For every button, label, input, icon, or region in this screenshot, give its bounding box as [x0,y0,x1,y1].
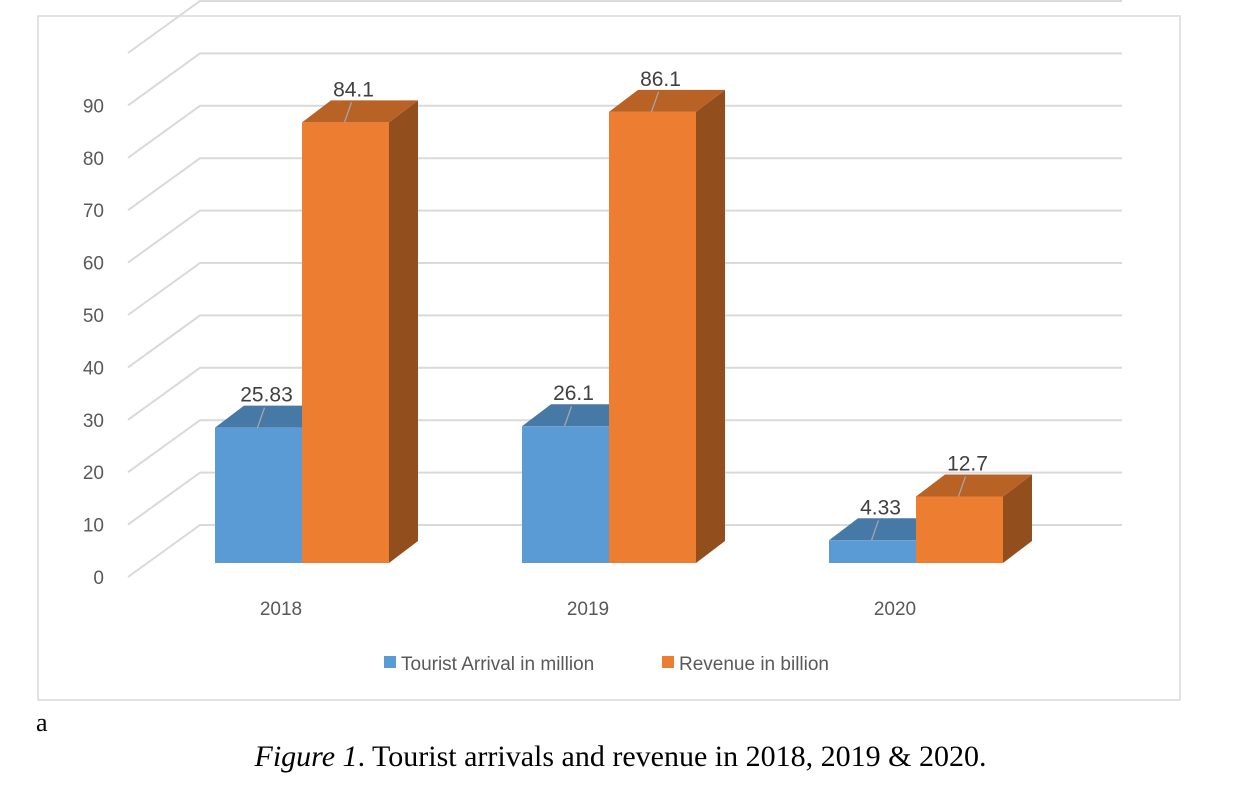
y-tick-label: 40 [83,358,104,379]
bar-front [609,111,696,563]
bar-side [389,100,418,563]
gridline [127,366,1122,421]
data-label: 86.1 [640,68,681,91]
footnote: a [36,708,48,737]
chart: 0 10 20 30 40 50 60 70 80 90 25.83 84.1 26.1 86.1 4.3… [37,0,1181,701]
bars: 25.83 84.1 26.1 86.1 4.33 12.7 [215,68,1032,563]
y-tick-label: 80 [83,149,104,170]
data-label: 26.1 [553,382,594,405]
data-label-leader [650,91,660,113]
bar [916,474,1032,563]
data-label-leader [343,102,353,123]
y-axis-ticks: 0 10 20 30 40 50 60 70 80 90 [83,96,104,589]
gridline [127,419,1122,474]
y-tick-label: 70 [83,201,104,222]
y-tick-label: 30 [83,411,104,432]
y-tick-label: 10 [83,516,104,537]
y-tick-label: 20 [83,463,104,484]
caption-text: . Tourist arrivals and revenue in 2018, … [357,740,987,773]
gridline [127,157,1122,212]
legend-label: Revenue in billion [679,654,829,675]
bar-top [916,474,1032,497]
bar-side [696,89,725,563]
bar [609,89,725,563]
data-label-leader [957,476,967,497]
gridlines [127,0,1122,578]
data-label-leader [870,520,880,541]
y-tick-label: 90 [83,96,104,117]
data-label: 4.33 [860,496,901,519]
legend-label: Tourist Arrival in million [401,654,594,675]
x-axis-ticks: 2018 2019 2020 [260,599,916,620]
gridline [127,0,1122,54]
figure-caption: Figure 1. Tourist arrivals and revenue i… [0,740,1241,774]
x-tick-label: 2019 [567,599,609,620]
bar-front [829,540,916,563]
bar-top [609,89,725,112]
gridline [127,314,1122,369]
gridline [127,209,1122,264]
x-tick-label: 2018 [260,599,302,620]
legend: Tourist Arrival in million Revenue in bil… [384,654,829,675]
bar-front [302,122,389,563]
legend-swatch [662,656,674,668]
gridline [127,104,1122,159]
bar-front [215,427,302,563]
data-label: 84.1 [333,78,374,101]
figure-label: Figure 1 [254,740,358,773]
bar-top [302,100,418,123]
y-tick-label: 0 [93,568,104,589]
data-label-leader [256,407,266,428]
bar [302,100,418,563]
data-label: 25.83 [240,384,293,407]
bar-front [522,426,609,563]
gridline [127,471,1122,526]
bar-side [1003,474,1032,563]
legend-swatch [384,656,396,668]
data-label-leader [563,406,573,427]
bar-front [916,496,1003,563]
gridline [127,262,1122,316]
x-tick-label: 2020 [874,599,916,620]
gridline [127,52,1122,107]
y-tick-label: 60 [83,254,104,275]
data-label: 12.7 [947,452,988,475]
y-tick-label: 50 [83,306,104,327]
gridline [127,524,1122,578]
